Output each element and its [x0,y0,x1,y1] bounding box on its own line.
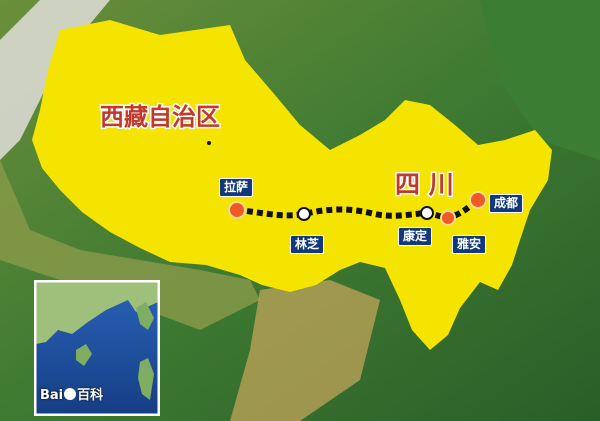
city-label-nyingchi: 林芝 [290,235,325,254]
region-label-tibet: 西藏自治区 [100,103,220,131]
city-label-kangding: 康定 [398,227,433,246]
nyingchi-marker [297,207,311,221]
paw-icon [64,388,77,400]
watermark-brand-left: Bai [40,388,64,403]
snow-mountains [0,0,110,160]
watermark-brand-right: 百科 [77,388,104,403]
himalaya-ridge [0,160,260,330]
region-label-sichuan: 四 川 [395,170,454,199]
chengdu-marker [469,191,487,209]
lhasa-marker [228,201,246,219]
yaan-marker [440,210,456,226]
railway-route [236,197,480,222]
kangding-marker [420,206,434,220]
plateau-south [230,280,380,421]
highlighted-region [32,20,552,350]
inset-map-graphic [36,282,158,414]
lake-dot [207,141,211,145]
inset-map [34,280,160,416]
baidu-watermark: Bai 百科 [40,384,103,403]
city-label-chengdu: 成都 [489,194,524,213]
city-label-lhasa: 拉萨 [219,178,254,197]
terrain-northeast [480,0,600,160]
city-label-yaan: 雅安 [452,235,487,254]
